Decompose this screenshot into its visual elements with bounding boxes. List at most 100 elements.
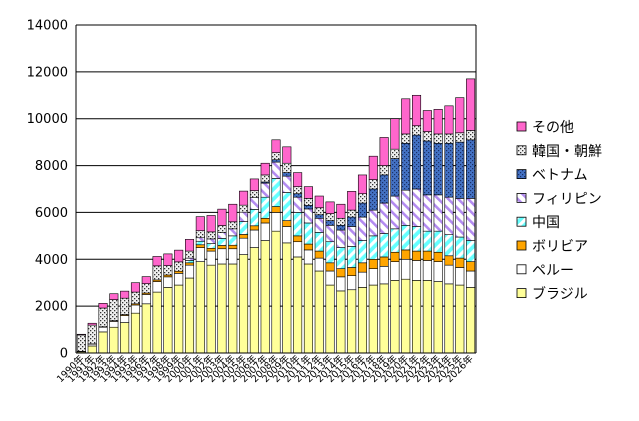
bar-segment <box>444 196 454 235</box>
bar-segment <box>347 191 357 211</box>
bar-segment <box>109 299 119 321</box>
bar-segment <box>195 261 205 354</box>
bar-segment <box>433 194 443 232</box>
bar-segment <box>217 208 227 226</box>
bar-segment <box>282 162 292 173</box>
y-tick-label: 10000 <box>27 112 68 127</box>
bar-segment <box>455 198 465 238</box>
bar-segment <box>412 260 422 281</box>
bar-segment <box>282 220 292 227</box>
bar-segment <box>184 257 195 261</box>
bar-segment <box>379 137 389 166</box>
bar-segment <box>347 216 357 227</box>
bar-segment <box>466 139 476 199</box>
bar-segment <box>412 94 422 127</box>
bar-segment <box>390 118 400 150</box>
bar-segment <box>368 268 378 286</box>
bar-segment <box>455 141 465 199</box>
bar-segment <box>412 125 422 136</box>
bar-segment <box>444 283 454 354</box>
legend-swatch <box>516 169 527 180</box>
y-axis-tick-labels: 0 2000 4000 6000 8000 10000 12000 14000 <box>27 19 68 362</box>
y-tick-label: 6000 <box>35 206 68 221</box>
bar-segment <box>239 211 249 222</box>
bar-segment <box>98 303 108 309</box>
bar-segment <box>98 331 108 354</box>
bar-segment <box>152 291 162 354</box>
bar-segment <box>206 247 216 252</box>
bar-segment <box>357 174 368 194</box>
bar-segment <box>282 146 292 164</box>
bar-segment <box>217 245 227 250</box>
bar-segment <box>282 172 292 177</box>
bar-segment <box>239 221 249 235</box>
bar-segment <box>412 250 422 261</box>
bar-segment <box>282 226 292 244</box>
bar-segment <box>401 249 411 260</box>
bar-segment <box>303 222 313 245</box>
legend-swatch <box>516 121 527 132</box>
bar-segment <box>141 294 151 305</box>
legend-label: 中国 <box>532 215 560 231</box>
bar-segment <box>422 194 432 232</box>
bar-segment <box>433 143 443 196</box>
y-tick-label: 14000 <box>27 19 68 34</box>
bar-segment <box>228 221 238 230</box>
bar-segment <box>120 315 130 323</box>
bar-segment <box>412 226 422 252</box>
bar-segment <box>152 265 162 281</box>
legend-label: 韓国・朝鮮 <box>532 144 602 160</box>
bar-segment <box>325 201 335 214</box>
bar-segment <box>195 216 205 232</box>
bar-segment <box>466 287 476 354</box>
bar-segment <box>401 133 411 144</box>
bar-segment <box>401 189 411 226</box>
bar-segment <box>401 278 411 354</box>
bar-segment <box>347 209 357 218</box>
bar-segment <box>239 190 249 206</box>
bar-segment <box>303 243 313 251</box>
bar-segment <box>357 287 368 354</box>
y-tick-label: 2000 <box>35 300 68 315</box>
bar-segment <box>390 280 400 354</box>
bar-segment <box>357 271 368 288</box>
bar-segment <box>249 247 259 354</box>
bar-segment <box>422 140 432 196</box>
bar-segment <box>433 230 443 253</box>
bar-segment <box>336 268 346 278</box>
bar-segment <box>271 178 281 207</box>
bar-segment <box>314 270 324 354</box>
bar-segment <box>271 161 281 179</box>
bar-segment <box>401 98 411 135</box>
bar-segment <box>444 143 454 198</box>
bar-segment <box>195 230 205 239</box>
bar-segment <box>260 174 270 183</box>
bar-segment <box>379 165 389 176</box>
bar-segment <box>303 198 313 206</box>
bar-segment <box>217 263 227 354</box>
y-tick-label: 4000 <box>35 253 68 268</box>
bar-segment <box>390 251 400 262</box>
bar-segment <box>174 249 184 263</box>
y-tick-label: 0 <box>60 347 68 362</box>
bar-segment <box>347 246 357 268</box>
bar-segment <box>228 244 238 250</box>
bar-segment <box>282 175 292 193</box>
bar-segment <box>347 275 357 291</box>
legend-swatch <box>516 240 527 251</box>
bar-segment <box>184 264 195 279</box>
bar-segment <box>390 158 400 197</box>
bar-segment <box>433 281 443 354</box>
bar-segment <box>271 230 281 354</box>
bar-segment <box>271 212 281 232</box>
bar-segment <box>466 240 476 262</box>
bar-segment <box>293 235 303 243</box>
bar-segment <box>282 242 292 354</box>
bar-segment <box>249 229 259 248</box>
bar-segment <box>141 303 151 354</box>
bar-segment <box>401 258 411 280</box>
bar-segment <box>433 251 443 262</box>
bar-segment <box>368 284 378 354</box>
